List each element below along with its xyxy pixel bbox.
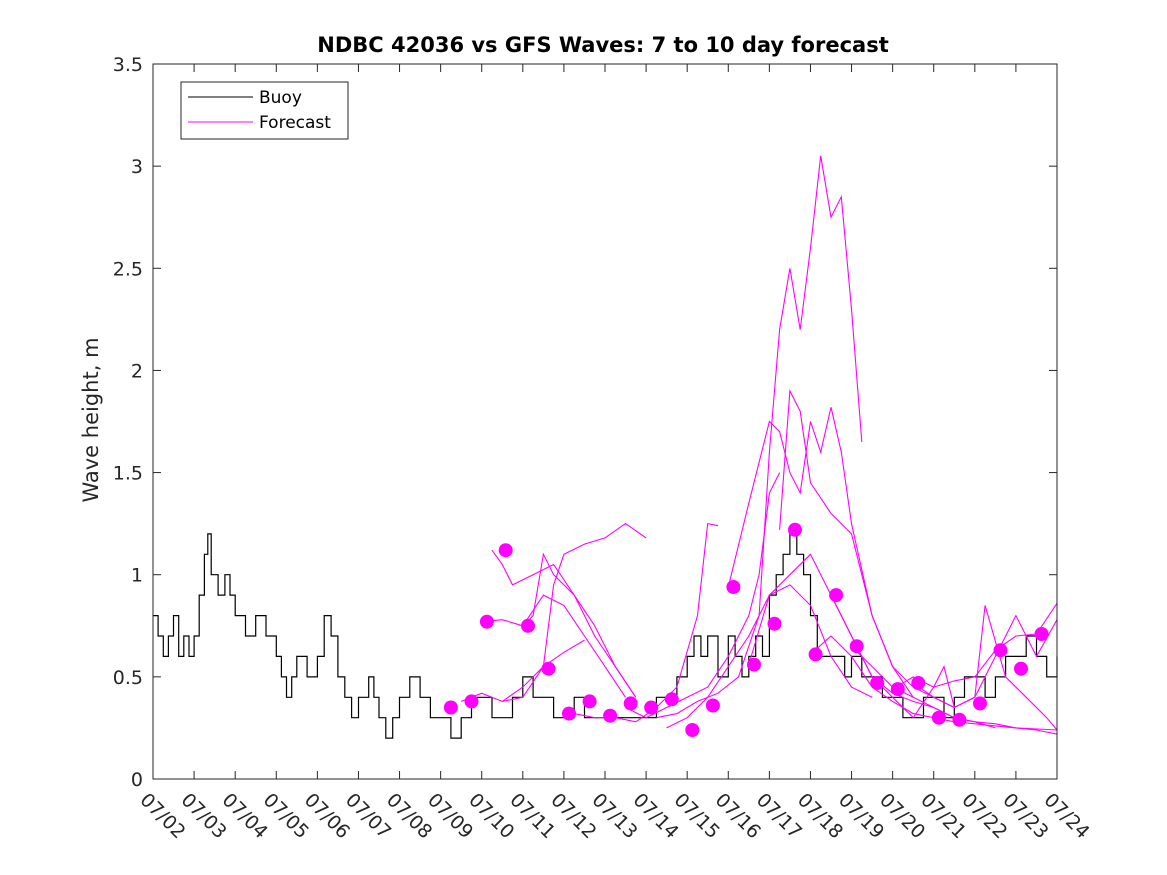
forecast-marker-8 <box>603 708 618 723</box>
x-tick-label-21: 07/23 <box>998 789 1052 843</box>
forecast-marker-27 <box>993 643 1008 658</box>
forecast-marker-12 <box>685 723 700 737</box>
legend-box <box>180 81 349 140</box>
y-tick-label-7: 3.5 <box>113 54 143 76</box>
forecast-series-line-7 <box>625 472 781 719</box>
axis-ticks: 00.511.522.533.507/0207/0307/0407/0507/0… <box>113 54 1094 843</box>
x-tick-label-16: 07/18 <box>793 789 847 843</box>
x-tick-label-13: 07/15 <box>670 789 724 843</box>
x-tick-label-0: 07/02 <box>135 789 189 843</box>
forecast-marker-22 <box>890 682 905 697</box>
x-tick-label-20: 07/22 <box>957 789 1011 843</box>
y-tick-label-1: 0.5 <box>113 667 143 689</box>
forecast-series-line-17 <box>666 584 873 729</box>
y-tick-label-5: 2.5 <box>113 258 143 280</box>
forecast-series-line-3 <box>522 552 637 698</box>
x-tick-label-17: 07/19 <box>834 789 888 843</box>
legend-buoy-label: Buoy <box>259 88 302 108</box>
x-tick-label-7: 07/09 <box>423 789 477 843</box>
forecast-marker-13 <box>705 698 720 713</box>
forecast-marker-0 <box>443 700 458 715</box>
x-tick-label-11: 07/13 <box>587 789 641 843</box>
x-tick-label-22: 07/24 <box>1039 789 1093 843</box>
forecast-marker-29 <box>1034 627 1049 641</box>
forecast-marker-1 <box>464 694 479 709</box>
buoy-series-line <box>153 533 1058 739</box>
forecast-marker-16 <box>767 616 782 631</box>
forecast-series-line-11 <box>748 553 996 729</box>
chart-title: NDBC 42036 vs GFS Waves: 7 to 10 day for… <box>317 33 888 57</box>
forecast-marker-24 <box>931 710 946 725</box>
x-tick-label-14: 07/16 <box>711 789 765 843</box>
y-axis-label: Wave height, m <box>79 337 103 502</box>
x-tick-label-5: 07/07 <box>341 789 395 843</box>
forecast-series-line-12 <box>810 635 1058 731</box>
forecast-series-line-5 <box>481 594 626 698</box>
x-tick-label-19: 07/21 <box>916 789 970 843</box>
y-tick-label-2: 1 <box>131 565 143 587</box>
forecast-marker-20 <box>849 639 864 654</box>
x-tick-label-3: 07/05 <box>259 789 313 843</box>
x-tick-label-2: 07/04 <box>218 789 272 843</box>
forecast-marker-18 <box>808 647 823 662</box>
forecast-marker-5 <box>541 661 556 676</box>
forecast-marker-23 <box>911 676 926 690</box>
forecast-marker-2 <box>479 614 494 629</box>
forecast-series-line-4 <box>491 549 637 698</box>
x-tick-label-18: 07/20 <box>875 789 929 843</box>
x-tick-label-9: 07/11 <box>505 789 559 843</box>
x-tick-label-10: 07/12 <box>546 789 600 843</box>
x-tick-label-6: 07/08 <box>382 789 436 843</box>
forecast-marker-11 <box>664 692 679 707</box>
plot-area <box>153 155 1058 739</box>
forecast-series-line-1 <box>460 639 585 703</box>
forecast-marker-14 <box>726 580 741 594</box>
forecast-marker-6 <box>562 706 576 721</box>
axes-box <box>152 63 1058 780</box>
forecast-marker-17 <box>788 522 802 537</box>
y-tick-label-0: 0 <box>131 769 143 791</box>
x-tick-label-12: 07/14 <box>629 789 683 843</box>
x-tick-label-15: 07/17 <box>752 789 806 843</box>
forecast-series-line-10 <box>779 388 955 708</box>
legend-forecast-label: Forecast <box>259 113 331 133</box>
forecast-series-line-6 <box>574 522 719 723</box>
forecast-marker-26 <box>973 696 987 711</box>
forecast-marker-7 <box>582 694 597 709</box>
forecast-series-line-2 <box>502 522 647 702</box>
y-tick-label-3: 1.5 <box>113 463 143 485</box>
y-tick-label-4: 2 <box>131 360 143 382</box>
forecast-marker-25 <box>952 712 967 727</box>
forecast-marker-15 <box>747 657 761 672</box>
legend: Buoy Forecast <box>180 81 349 140</box>
forecast-marker-28 <box>1014 661 1028 676</box>
forecast-series-line-15 <box>912 614 1058 709</box>
forecast-marker-10 <box>644 700 659 715</box>
forecast-marker-4 <box>521 618 535 633</box>
y-tick-label-6: 3 <box>131 156 143 178</box>
forecast-marker-19 <box>829 588 844 603</box>
x-tick-label-4: 07/06 <box>300 789 354 843</box>
forecast-marker-21 <box>870 676 885 690</box>
forecast-series-line-8 <box>656 155 863 719</box>
forecast-marker-3 <box>498 543 513 558</box>
forecast-series-line-16 <box>830 594 1058 719</box>
x-tick-label-1: 07/03 <box>177 789 231 843</box>
x-tick-label-8: 07/10 <box>464 789 518 843</box>
forecast-marker-9 <box>623 696 638 711</box>
